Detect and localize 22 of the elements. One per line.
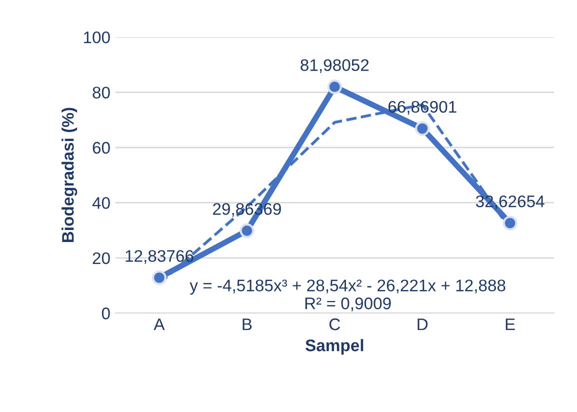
point	[327, 80, 342, 94]
point	[240, 223, 254, 238]
data-label: 12,83766	[126, 250, 194, 264]
point	[502, 216, 518, 230]
y-tick-label: 60	[92, 142, 110, 154]
annotation: y = -4,5185x³ + 28,54x² - 26,221x + 12,888	[190, 280, 506, 295]
x-tick-label: E	[506, 318, 515, 330]
x-tick-label: A	[154, 318, 165, 330]
annotation: R² = 0,9009	[305, 298, 391, 312]
x-tick-label: B	[242, 318, 252, 330]
point	[152, 270, 167, 285]
y-tick-label: 20	[92, 252, 110, 264]
x-tick-label: C	[329, 318, 340, 330]
y-tick-label: 80	[92, 86, 110, 98]
x-tick-label: D	[418, 318, 428, 330]
data-label: 81,98052	[300, 59, 369, 73]
x-axis-title: Sampel	[305, 339, 364, 355]
point	[415, 121, 430, 136]
y-axis-title: Biodegradasi (%)	[62, 108, 78, 242]
y-tick-label: 100	[84, 31, 110, 44]
y-tick-label: 40	[92, 197, 110, 209]
y-tick-label: 0	[102, 308, 110, 320]
